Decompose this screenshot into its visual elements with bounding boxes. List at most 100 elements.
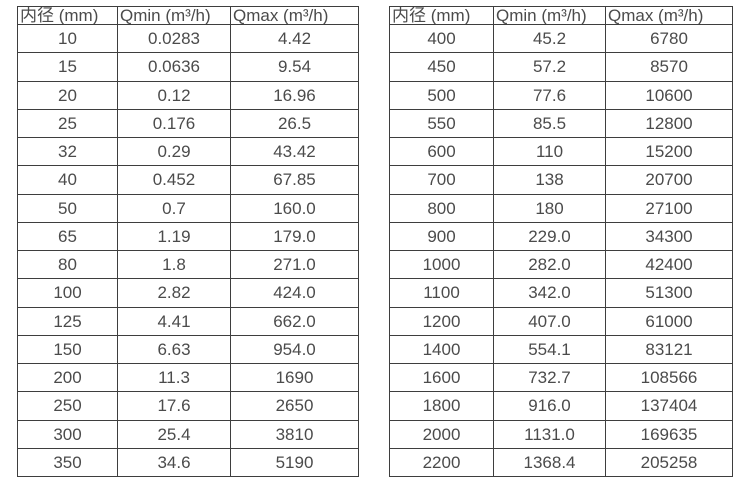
cell-qmax: 1690: [230, 362, 359, 393]
table-row: 10 0.0283 4.42: [17, 23, 359, 54]
cell-diameter: 350: [17, 447, 118, 478]
table-row: 65 1.19 179.0: [17, 221, 359, 252]
cell-diameter: 2000: [389, 419, 494, 449]
cell-qmax: 15200: [605, 136, 733, 167]
header-row: 内径 (mm) Qmin (m³/h) Qmax (m³/h): [389, 6, 733, 25]
table-row: 350 34.6 5190: [17, 447, 359, 478]
table-row: 2200 1368.4 205258: [389, 447, 733, 478]
flow-spec-table-large: 内径 (mm) Qmin (m³/h) Qmax (m³/h) 400 45.2 6780…: [389, 6, 733, 478]
header-diameter: 内径 (mm): [389, 6, 494, 25]
cell-qmax: 954.0: [230, 334, 359, 365]
cell-diameter: 20: [17, 80, 118, 110]
table-row: 400 45.2 6780: [389, 23, 733, 54]
cell-diameter: 1000: [389, 249, 494, 280]
table-row: 900 229.0 34300: [389, 221, 733, 252]
cell-qmin: 342.0: [493, 278, 606, 308]
cell-qmax: 20700: [605, 165, 733, 195]
table-row: 1600 732.7 108566: [389, 362, 733, 393]
cell-qmax: 26.5: [230, 108, 359, 139]
table-row: 200 11.3 1690: [17, 362, 359, 393]
cell-qmin: 732.7: [493, 362, 606, 393]
cell-diameter: 200: [17, 362, 118, 393]
table-row: 20 0.12 16.96: [17, 80, 359, 110]
cell-diameter: 1200: [389, 306, 494, 336]
cell-qmin: 1368.4: [493, 447, 606, 478]
table-row: 40 0.452 67.85: [17, 165, 359, 195]
cell-qmax: 4.42: [230, 23, 359, 54]
table-row: 50 0.7 160.0: [17, 193, 359, 223]
cell-diameter: 700: [389, 165, 494, 195]
cell-qmax: 2650: [230, 391, 359, 421]
cell-diameter: 2200: [389, 447, 494, 478]
cell-qmin: 1131.0: [493, 419, 606, 449]
table-row: 125 4.41 662.0: [17, 306, 359, 336]
cell-diameter: 125: [17, 306, 118, 336]
table-row: 500 77.6 10600: [389, 80, 733, 110]
cell-qmin: 407.0: [493, 306, 606, 336]
cell-qmax: 179.0: [230, 221, 359, 252]
cell-qmax: 12800: [605, 108, 733, 139]
table-row: 800 180 27100: [389, 193, 733, 223]
table-row: 600 110 15200: [389, 136, 733, 167]
cell-qmin: 17.6: [117, 391, 231, 421]
cell-qmin: 6.63: [117, 334, 231, 365]
cell-qmin: 1.8: [117, 249, 231, 280]
cell-qmax: 662.0: [230, 306, 359, 336]
header-qmax: Qmax (m³/h): [605, 6, 733, 25]
cell-diameter: 250: [17, 391, 118, 421]
table-row: 1800 916.0 137404: [389, 391, 733, 421]
cell-qmin: 0.0636: [117, 52, 231, 82]
table-row: 25 0.176 26.5: [17, 108, 359, 139]
cell-diameter: 1600: [389, 362, 494, 393]
table-row: 150 6.63 954.0: [17, 334, 359, 365]
cell-qmax: 83121: [605, 334, 733, 365]
cell-qmax: 169635: [605, 419, 733, 449]
cell-qmin: 57.2: [493, 52, 606, 82]
cell-diameter: 150: [17, 334, 118, 365]
cell-qmin: 554.1: [493, 334, 606, 365]
cell-diameter: 15: [17, 52, 118, 82]
cell-diameter: 600: [389, 136, 494, 167]
cell-qmin: 0.29: [117, 136, 231, 167]
table-row: 550 85.5 12800: [389, 108, 733, 139]
cell-qmax: 8570: [605, 52, 733, 82]
cell-qmax: 61000: [605, 306, 733, 336]
table-row: 32 0.29 43.42: [17, 136, 359, 167]
cell-diameter: 1400: [389, 334, 494, 365]
table-row: 100 2.82 424.0: [17, 278, 359, 308]
header-row: 内径 (mm) Qmin (m³/h) Qmax (m³/h): [17, 6, 359, 25]
table-row: 2000 1131.0 169635: [389, 419, 733, 449]
cell-diameter: 32: [17, 136, 118, 167]
cell-qmin: 2.82: [117, 278, 231, 308]
cell-qmin: 11.3: [117, 362, 231, 393]
cell-qmin: 25.4: [117, 419, 231, 449]
cell-diameter: 450: [389, 52, 494, 82]
cell-qmin: 916.0: [493, 391, 606, 421]
cell-qmin: 138: [493, 165, 606, 195]
cell-diameter: 900: [389, 221, 494, 252]
table-row: 1400 554.1 83121: [389, 334, 733, 365]
cell-qmax: 160.0: [230, 193, 359, 223]
table-row: 300 25.4 3810: [17, 419, 359, 449]
flow-spec-table-small: 内径 (mm) Qmin (m³/h) Qmax (m³/h) 10 0.0283 4.4…: [17, 6, 359, 478]
cell-qmin: 110: [493, 136, 606, 167]
cell-qmax: 5190: [230, 447, 359, 478]
cell-qmax: 424.0: [230, 278, 359, 308]
table-row: 250 17.6 2650: [17, 391, 359, 421]
table-row: 1200 407.0 61000: [389, 306, 733, 336]
cell-qmin: 0.0283: [117, 23, 231, 54]
cell-diameter: 40: [17, 165, 118, 195]
cell-qmin: 180: [493, 193, 606, 223]
cell-diameter: 550: [389, 108, 494, 139]
table-row: 1000 282.0 42400: [389, 249, 733, 280]
cell-qmin: 34.6: [117, 447, 231, 478]
cell-qmax: 3810: [230, 419, 359, 449]
cell-qmin: 77.6: [493, 80, 606, 110]
table-row: 15 0.0636 9.54: [17, 52, 359, 82]
cell-qmax: 10600: [605, 80, 733, 110]
cell-qmax: 6780: [605, 23, 733, 54]
cell-qmax: 27100: [605, 193, 733, 223]
table-row: 700 138 20700: [389, 165, 733, 195]
cell-qmin: 45.2: [493, 23, 606, 54]
